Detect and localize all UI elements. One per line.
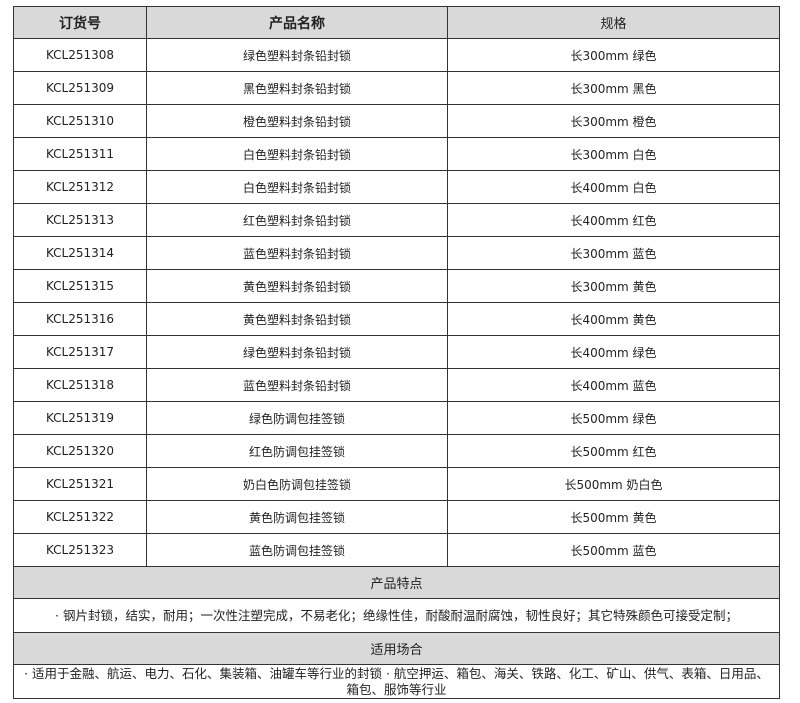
- cell-order-no: KCL251322: [13, 500, 147, 534]
- cell-product-name: 橙色塑料封条铅封锁: [146, 104, 448, 138]
- applications-title: 适用场合: [13, 632, 780, 665]
- header-product-name: 产品名称: [146, 6, 448, 39]
- cell-spec: 长400mm 黄色: [447, 302, 780, 336]
- cell-order-no: KCL251320: [13, 434, 147, 468]
- cell-spec: 长300mm 黑色: [447, 71, 780, 105]
- cell-product-name: 黄色塑料封条铅封锁: [146, 269, 448, 303]
- cell-spec: 长300mm 蓝色: [447, 236, 780, 270]
- cell-product-name: 白色塑料封条铅封锁: [146, 137, 448, 171]
- cell-spec: 长500mm 黄色: [447, 500, 780, 534]
- cell-order-no: KCL251318: [13, 368, 147, 402]
- cell-spec: 长500mm 奶白色: [447, 467, 780, 501]
- cell-product-name: 红色防调包挂签锁: [146, 434, 448, 468]
- table-row: KCL251313 红色塑料封条铅封锁 长400mm 红色: [13, 203, 780, 237]
- cell-product-name: 蓝色塑料封条铅封锁: [146, 368, 448, 402]
- cell-order-no: KCL251315: [13, 269, 147, 303]
- cell-order-no: KCL251313: [13, 203, 147, 237]
- cell-order-no: KCL251309: [13, 71, 147, 105]
- cell-order-no: KCL251316: [13, 302, 147, 336]
- cell-spec: 长400mm 红色: [447, 203, 780, 237]
- cell-spec: 长300mm 绿色: [447, 38, 780, 72]
- cell-product-name: 绿色塑料封条铅封锁: [146, 335, 448, 369]
- cell-spec: 长500mm 蓝色: [447, 533, 780, 567]
- cell-order-no: KCL251308: [13, 38, 147, 72]
- cell-order-no: KCL251314: [13, 236, 147, 270]
- table-row: KCL251315 黄色塑料封条铅封锁 长300mm 黄色: [13, 269, 780, 303]
- header-row: 订货号 产品名称 规格: [13, 6, 780, 39]
- cell-spec: 长500mm 绿色: [447, 401, 780, 435]
- cell-spec: 长400mm 白色: [447, 170, 780, 204]
- cell-product-name: 红色塑料封条铅封锁: [146, 203, 448, 237]
- cell-order-no: KCL251319: [13, 401, 147, 435]
- cell-product-name: 蓝色防调包挂签锁: [146, 533, 448, 567]
- cell-product-name: 黄色塑料封条铅封锁: [146, 302, 448, 336]
- features-text: · 钢片封锁，结实，耐用；一次性注塑完成，不易老化；绝缘性佳，耐酸耐温耐腐蚀，韧…: [13, 598, 780, 633]
- cell-order-no: KCL251317: [13, 335, 147, 369]
- header-spec: 规格: [447, 6, 780, 39]
- cell-product-name: 黑色塑料封条铅封锁: [146, 71, 448, 105]
- table-row: KCL251312 白色塑料封条铅封锁 长400mm 白色: [13, 170, 780, 204]
- applications-text: · 适用于金融、航运、电力、石化、集装箱、油罐车等行业的封锁 · 航空押运、箱包…: [13, 664, 780, 699]
- cell-spec: 长400mm 蓝色: [447, 368, 780, 402]
- table-row: KCL251310 橙色塑料封条铅封锁 长300mm 橙色: [13, 104, 780, 138]
- table-row: KCL251319 绿色防调包挂签锁 长500mm 绿色: [13, 401, 780, 435]
- table-row: KCL251314 蓝色塑料封条铅封锁 长300mm 蓝色: [13, 236, 780, 270]
- cell-order-no: KCL251311: [13, 137, 147, 171]
- features-title: 产品特点: [13, 566, 780, 599]
- cell-order-no: KCL251312: [13, 170, 147, 204]
- cell-product-name: 黄色防调包挂签锁: [146, 500, 448, 534]
- table-row: KCL251309 黑色塑料封条铅封锁 长300mm 黑色: [13, 71, 780, 105]
- cell-product-name: 蓝色塑料封条铅封锁: [146, 236, 448, 270]
- table-row: KCL251320 红色防调包挂签锁 长500mm 红色: [13, 434, 780, 468]
- table-row: KCL251322 黄色防调包挂签锁 长500mm 黄色: [13, 500, 780, 534]
- table-row: KCL251311 白色塑料封条铅封锁 长300mm 白色: [13, 137, 780, 171]
- table-row: KCL251308 绿色塑料封条铅封锁 长300mm 绿色: [13, 38, 780, 72]
- cell-order-no: KCL251321: [13, 467, 147, 501]
- header-order-no: 订货号: [13, 6, 147, 39]
- cell-spec: 长300mm 白色: [447, 137, 780, 171]
- table-row: KCL251317 绿色塑料封条铅封锁 长400mm 绿色: [13, 335, 780, 369]
- cell-order-no: KCL251310: [13, 104, 147, 138]
- table-row: KCL251316 黄色塑料封条铅封锁 长400mm 黄色: [13, 302, 780, 336]
- cell-spec: 长300mm 黄色: [447, 269, 780, 303]
- cell-product-name: 白色塑料封条铅封锁: [146, 170, 448, 204]
- table-row: KCL251318 蓝色塑料封条铅封锁 长400mm 蓝色: [13, 368, 780, 402]
- cell-spec: 长500mm 红色: [447, 434, 780, 468]
- cell-spec: 长300mm 橙色: [447, 104, 780, 138]
- cell-product-name: 绿色防调包挂签锁: [146, 401, 448, 435]
- table-row: KCL251321 奶白色防调包挂签锁 长500mm 奶白色: [13, 467, 780, 501]
- cell-product-name: 奶白色防调包挂签锁: [146, 467, 448, 501]
- table-row: KCL251323 蓝色防调包挂签锁 长500mm 蓝色: [13, 533, 780, 567]
- cell-product-name: 绿色塑料封条铅封锁: [146, 38, 448, 72]
- cell-spec: 长400mm 绿色: [447, 335, 780, 369]
- product-table: 订货号 产品名称 规格 KCL251308 绿色塑料封条铅封锁 长300mm 绿色 K…: [13, 6, 780, 699]
- cell-order-no: KCL251323: [13, 533, 147, 567]
